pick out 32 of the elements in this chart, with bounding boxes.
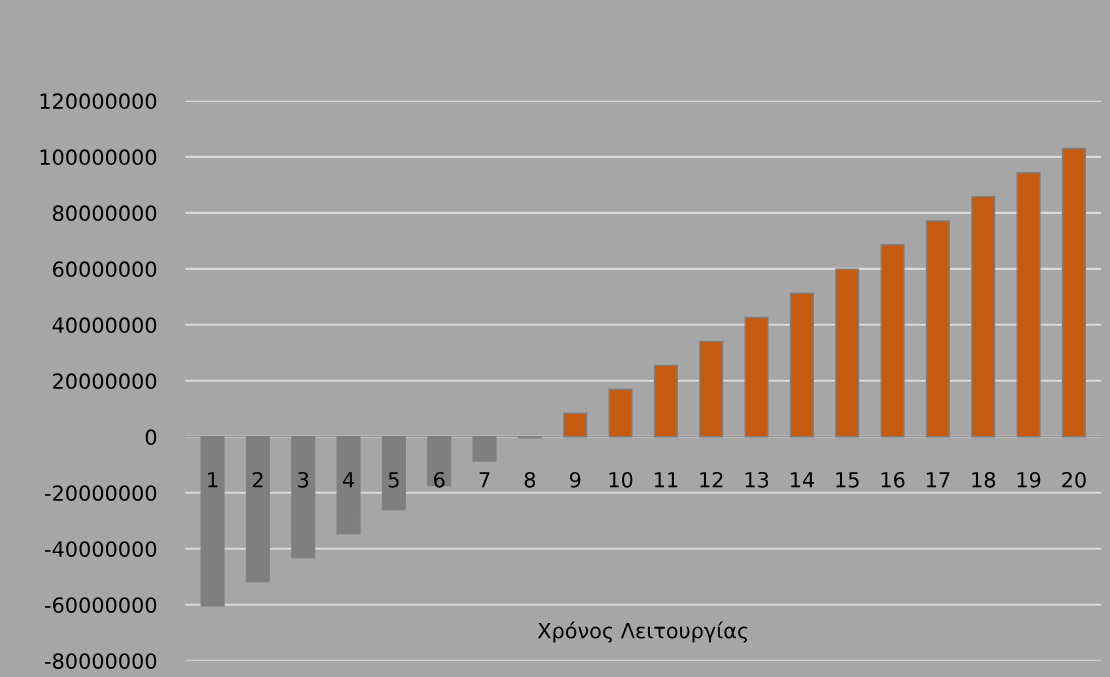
x-tick-label: 11 bbox=[654, 472, 678, 488]
y-tick-label: 60000000 bbox=[53, 261, 157, 278]
x-tick-label: 4 bbox=[342, 472, 355, 488]
x-tick-label: 3 bbox=[298, 471, 309, 488]
y-tick-label: 20000000 bbox=[53, 373, 157, 390]
x-tick-label: 8 bbox=[524, 471, 536, 488]
x-tick-label: 6 bbox=[434, 471, 445, 488]
x-tick-label: 7 bbox=[479, 472, 490, 488]
x-tick-label: 9 bbox=[569, 471, 581, 488]
x-tick-label: 20 bbox=[1062, 471, 1086, 488]
x-tick-label: 10 bbox=[609, 471, 633, 488]
x-tick-label: 5 bbox=[388, 472, 399, 488]
y-tick-label: 80000000 bbox=[52, 205, 157, 222]
x-tick-label: 18 bbox=[972, 471, 996, 488]
y-tick-label: 0 bbox=[145, 429, 157, 446]
x-tick-label: 16 bbox=[881, 471, 905, 488]
y-tick-label: -60000000 bbox=[45, 597, 157, 613]
y-tick-label: -40000000 bbox=[45, 541, 157, 557]
x-tick-label: 14 bbox=[790, 472, 814, 488]
y-tick-label: -20000000 bbox=[45, 485, 157, 501]
y-tick-label: 120000000 bbox=[40, 93, 157, 110]
x-tick-label: 19 bbox=[1017, 471, 1041, 488]
x-tick-label: 1 bbox=[208, 472, 218, 488]
x-tick-label: 2 bbox=[252, 471, 263, 488]
y-tick-label: -80000000 bbox=[45, 653, 157, 669]
y-tick-label: 100000000 bbox=[40, 149, 157, 166]
x-axis-title: Χρόνος Λειτουργίας bbox=[537, 621, 748, 643]
x-tick-label: 15 bbox=[836, 472, 859, 488]
y-tick-label: 40000000 bbox=[52, 317, 157, 334]
x-tick-label: 17 bbox=[926, 472, 950, 488]
x-tick-label: 12 bbox=[700, 471, 723, 488]
x-tick-label: 13 bbox=[745, 471, 769, 488]
